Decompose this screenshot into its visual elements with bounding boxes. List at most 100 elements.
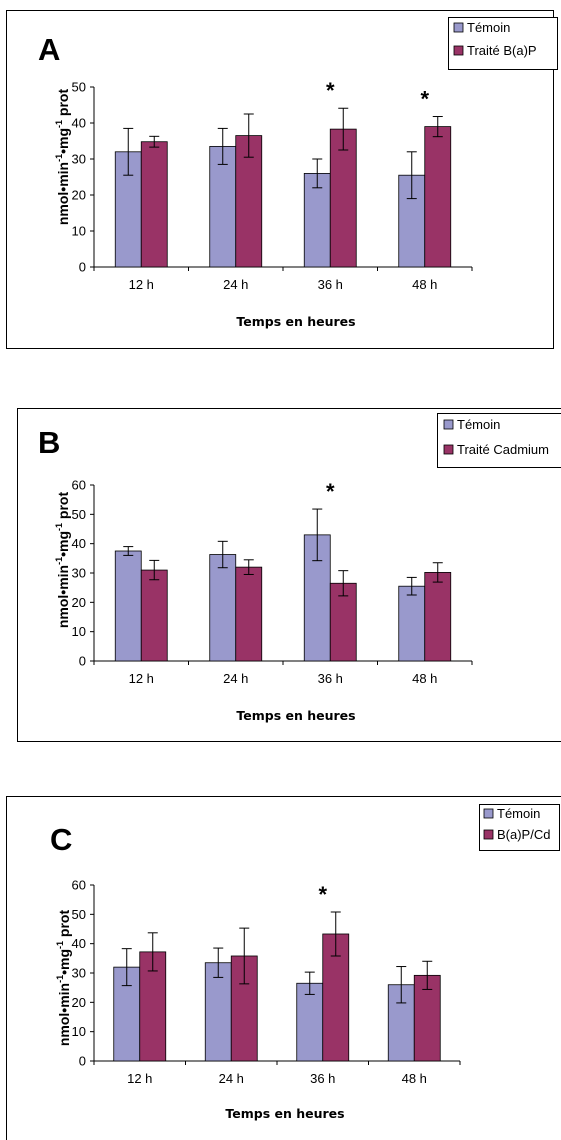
ylabel-dot: •	[55, 149, 71, 154]
x-tick-label: 48 h	[412, 671, 437, 686]
error-bar	[121, 948, 132, 987]
chart-a-legend: Témoin Traité B(a)P	[448, 17, 558, 70]
bar-temoin-12h	[114, 550, 142, 662]
legend-swatch-temoin	[443, 419, 454, 430]
ylabel-min: min	[55, 162, 71, 187]
y-tick-label: 10	[72, 624, 86, 639]
error-bar	[243, 113, 254, 158]
ylabel-exponent: -1	[54, 120, 64, 128]
ylabel-exponent: -1	[55, 975, 65, 983]
error-bar	[213, 947, 224, 978]
legend-label-treated: Traité B(a)P	[467, 43, 537, 58]
error-bar	[217, 127, 228, 165]
x-tick-label: 48 h	[412, 277, 437, 292]
legend-swatch-treated	[443, 444, 454, 455]
legend-label-treated: B(a)P/Cd	[497, 827, 550, 842]
legend-label-temoin: Témoin	[497, 806, 540, 821]
y-tick-label: 30	[72, 966, 86, 981]
chart-b-panel-letter: B	[38, 425, 60, 460]
chart-a-legend-box	[448, 17, 558, 70]
error-bar	[406, 576, 417, 596]
ylabel-prot: prot	[55, 492, 71, 523]
significance-star: *	[318, 882, 327, 907]
bar-treated-12h	[140, 569, 168, 662]
x-tick-label: 48 h	[402, 1071, 427, 1086]
legend-label-temoin: Témoin	[467, 20, 510, 35]
bar-treated-48h	[424, 572, 452, 662]
error-bar	[338, 107, 349, 151]
ylabel-base: nmol	[55, 192, 71, 225]
error-bar	[149, 559, 160, 581]
chart-a-panel-letter: A	[38, 32, 60, 67]
y-tick-label: 50	[72, 80, 86, 95]
x-tick-label: 12 h	[127, 1071, 152, 1086]
y-tick-label: 20	[72, 188, 86, 203]
x-tick-label: 36 h	[318, 277, 343, 292]
y-tick-label: 50	[72, 907, 86, 922]
y-tick-label: 50	[72, 507, 86, 522]
error-bar	[338, 570, 349, 597]
chart-c-svg: 0 10 20 30 40 50 60 12 h 24 h 36 h 48 h * C Temps e…	[6, 796, 561, 1140]
y-tick-label: 0	[79, 654, 86, 669]
error-bar	[406, 151, 417, 200]
ylabel-exponent: -1	[54, 523, 64, 531]
legend-label-treated: Traité Cadmium	[457, 442, 549, 457]
legend-swatch-temoin	[453, 22, 464, 33]
ylabel-mg: mg	[55, 128, 71, 149]
y-tick-label: 20	[72, 595, 86, 610]
chart-c-panel-letter: C	[50, 822, 72, 857]
error-bar	[422, 960, 433, 990]
chart-c-x-axis-title: Temps en heures	[225, 1106, 344, 1121]
bar-treated-24h	[235, 566, 263, 662]
bar-temoin-24h	[209, 554, 237, 662]
ylabel-min: min	[56, 983, 72, 1008]
y-tick-label: 40	[72, 936, 86, 951]
chart-b-x-axis-title: Temps en heures	[236, 708, 355, 723]
chart-panel-a: 0 10 20 30 40 50 12 h 24 h 36 h 48 h * * A Temps en…	[0, 0, 561, 360]
x-tick-label: 36 h	[318, 671, 343, 686]
chart-c-y-axis-title: nmol•min-1•mg-1 prot	[55, 910, 72, 1047]
significance-star: *	[326, 479, 335, 504]
chart-panel-c: 0 10 20 30 40 50 60 12 h 24 h 36 h 48 h * C Temps e…	[0, 790, 561, 1140]
x-tick-label: 24 h	[219, 1071, 244, 1086]
y-tick-label: 30	[72, 152, 86, 167]
error-bar	[432, 562, 443, 583]
ylabel-exponent: -1	[55, 941, 65, 949]
legend-label-temoin: Témoin	[457, 417, 500, 432]
legend-swatch-temoin	[483, 808, 494, 819]
x-tick-label: 12 h	[129, 671, 154, 686]
chart-b-svg: 0 10 20 30 40 50 60 12 h 24 h 36 h 48 h * B Temps e…	[17, 408, 561, 742]
bar-treated-36h	[329, 128, 357, 268]
y-tick-label: 40	[72, 116, 86, 131]
ylabel-exponent: -1	[54, 557, 64, 565]
significance-star: *	[326, 78, 335, 103]
ylabel-dot: •	[55, 552, 71, 557]
y-tick-label: 60	[72, 878, 86, 893]
error-bar	[312, 158, 323, 189]
significance-star: *	[420, 87, 429, 112]
ylabel-dot: •	[56, 970, 72, 975]
error-bar	[239, 927, 250, 985]
x-tick-label: 24 h	[223, 671, 248, 686]
legend-swatch-treated	[483, 829, 494, 840]
error-bar	[217, 540, 228, 569]
y-tick-label: 20	[72, 995, 86, 1010]
ylabel-exponent: -1	[54, 154, 64, 162]
chart-b-y-axis-title: nmol•min-1•mg-1 prot	[54, 492, 71, 629]
error-bar	[123, 546, 134, 556]
error-bar	[312, 508, 323, 562]
bar-treated-12h	[140, 141, 168, 268]
y-tick-label: 10	[72, 224, 86, 239]
x-tick-label: 36 h	[310, 1071, 335, 1086]
ylabel-base: nmol	[56, 1013, 72, 1046]
chart-a-y-axis-title: nmol•min-1•mg-1 prot	[54, 89, 71, 226]
ylabel-mg: mg	[55, 531, 71, 552]
chart-b-plot: 0 10 20 30 40 50 60 12 h 24 h 36 h 48 h *	[72, 478, 473, 686]
error-bar	[304, 971, 315, 995]
y-tick-label: 0	[79, 260, 86, 275]
error-bar	[123, 127, 134, 176]
ylabel-mg: mg	[56, 949, 72, 970]
chart-a-x-axis-title: Temps en heures	[236, 314, 355, 329]
y-tick-label: 30	[72, 566, 86, 581]
ylabel-prot: prot	[56, 910, 72, 941]
